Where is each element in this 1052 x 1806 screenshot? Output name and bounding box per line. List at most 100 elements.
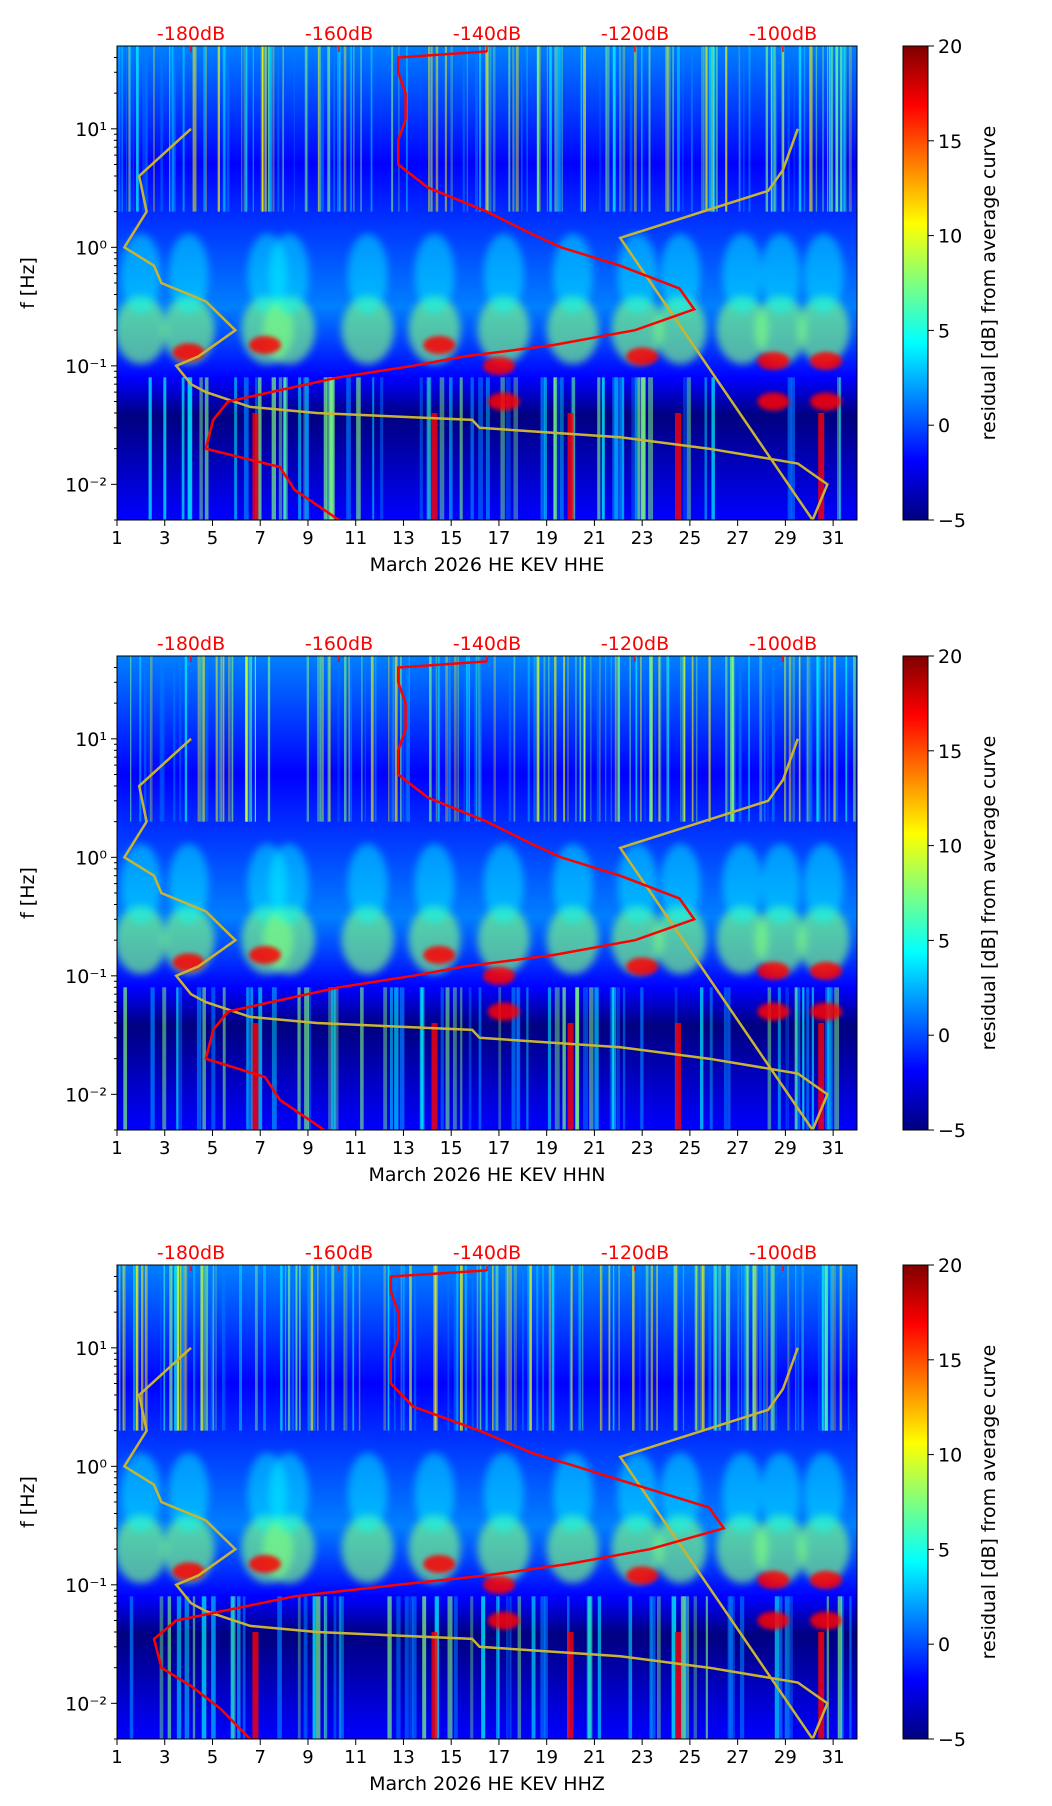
noise-stripe — [645, 1265, 649, 1431]
noise-stripe — [509, 656, 512, 822]
noise-stripe — [282, 46, 284, 212]
colorbar-tick-label: 5 — [938, 930, 950, 952]
noise-stripe — [611, 987, 614, 1130]
noise-stripe — [439, 377, 445, 520]
spectrogram-image — [117, 656, 857, 1130]
noise-stripe — [612, 987, 617, 1130]
colorbar-gradient — [902, 1264, 929, 1740]
noise-stripe — [798, 46, 802, 212]
noise-stripe — [348, 656, 350, 822]
noise-stripe — [683, 377, 686, 520]
x-tick-label: 13 — [392, 1138, 415, 1159]
microseism-blob — [117, 296, 167, 365]
noise-stripe — [242, 1596, 246, 1739]
noise-stripe — [731, 656, 735, 822]
noise-stripe — [320, 656, 324, 822]
event-stripe — [431, 1631, 438, 1739]
top-db-label: -140dB — [453, 23, 521, 45]
noise-stripe — [515, 1265, 517, 1431]
noise-stripe — [771, 656, 775, 822]
y-tick-label: 10¹ — [75, 119, 107, 141]
noise-stripe — [184, 656, 187, 822]
yellow-curve — [122, 1346, 829, 1739]
noise-stripe — [837, 1596, 842, 1739]
noise-stripe — [195, 46, 197, 212]
noise-stripe — [553, 377, 557, 520]
noise-stripe — [406, 46, 408, 212]
x-tick-label: 9 — [302, 528, 313, 549]
noise-stripe — [315, 1596, 321, 1739]
noise-stripe — [775, 1265, 777, 1431]
noise-stripe — [540, 377, 545, 520]
noise-stripe — [199, 656, 202, 822]
noise-stripe — [763, 656, 766, 822]
noise-stripe — [795, 987, 801, 1130]
noise-stripe — [448, 656, 451, 822]
noise-stripe — [805, 656, 809, 822]
noise-stripe — [580, 46, 583, 212]
microseism-blob — [483, 233, 524, 314]
noise-stripe — [713, 1265, 717, 1431]
x-tick-label: 31 — [822, 528, 845, 549]
noise-stripe — [184, 1265, 188, 1431]
noise-stripe — [802, 987, 805, 1130]
noise-stripe — [426, 377, 432, 520]
noise-stripe — [205, 1265, 209, 1431]
noise-stripe — [695, 1265, 697, 1431]
noise-stripe — [392, 656, 395, 822]
colorbar-tick-label: 15 — [938, 741, 962, 763]
noise-stripe — [694, 1265, 696, 1431]
noise-stripe — [271, 377, 276, 520]
noise-stripe — [605, 656, 607, 822]
x-tick-label: 29 — [774, 1747, 797, 1768]
noise-stripe — [394, 987, 399, 1130]
noise-stripe — [299, 1265, 301, 1431]
noise-stripe — [825, 987, 830, 1130]
noise-stripe — [476, 1265, 479, 1431]
noise-stripe — [129, 1596, 134, 1739]
noise-stripe — [578, 1265, 582, 1431]
noise-stripe — [748, 46, 751, 212]
microseism-blob — [268, 233, 309, 314]
noise-stripe — [770, 1265, 773, 1431]
noise-stripe — [380, 377, 384, 520]
noise-stripe — [176, 1596, 182, 1739]
noise-stripe — [222, 656, 225, 822]
colorbar: −5 0 5 10 15 20 residual [dB] from average cur… — [902, 36, 1000, 532]
noise-stripe — [743, 1265, 747, 1431]
noise-stripe — [277, 46, 280, 212]
colorbar: −5 0 5 10 15 20 residual [dB] from average cur… — [902, 646, 1000, 1142]
noise-stripe — [609, 987, 612, 1130]
noise-stripe — [356, 377, 361, 520]
noise-stripe — [830, 46, 834, 212]
x-tick-label: 25 — [678, 1747, 701, 1768]
noise-stripe — [250, 656, 253, 822]
noise-stripe — [344, 1265, 348, 1431]
noise-stripe — [211, 1265, 214, 1431]
noise-stripe — [337, 656, 340, 822]
noise-stripe — [637, 377, 641, 520]
noise-stripe — [664, 46, 667, 212]
noise-stripe — [696, 656, 698, 822]
noise-stripe — [437, 656, 440, 822]
noise-stripe — [606, 46, 610, 212]
noise-stripe — [250, 987, 254, 1130]
noise-stripe — [281, 46, 284, 212]
colorbar-tick-label: 0 — [938, 1634, 950, 1656]
microseism-blob — [341, 1515, 394, 1584]
x-tick-label: 5 — [207, 1747, 218, 1768]
colorbar-tick-label: 15 — [938, 1350, 962, 1372]
noise-stripe — [617, 656, 620, 822]
noise-stripe — [136, 46, 138, 212]
noise-stripe — [671, 1596, 677, 1739]
noise-stripe — [466, 656, 468, 822]
microseism-blob — [483, 843, 524, 924]
noise-stripe — [685, 1596, 690, 1739]
noise-stripe — [419, 987, 425, 1130]
noise-stripe — [765, 46, 769, 212]
noise-stripe — [738, 656, 742, 822]
x-tick-label: 23 — [631, 1138, 654, 1159]
noise-stripe — [612, 46, 616, 212]
noise-stripe — [125, 46, 128, 212]
